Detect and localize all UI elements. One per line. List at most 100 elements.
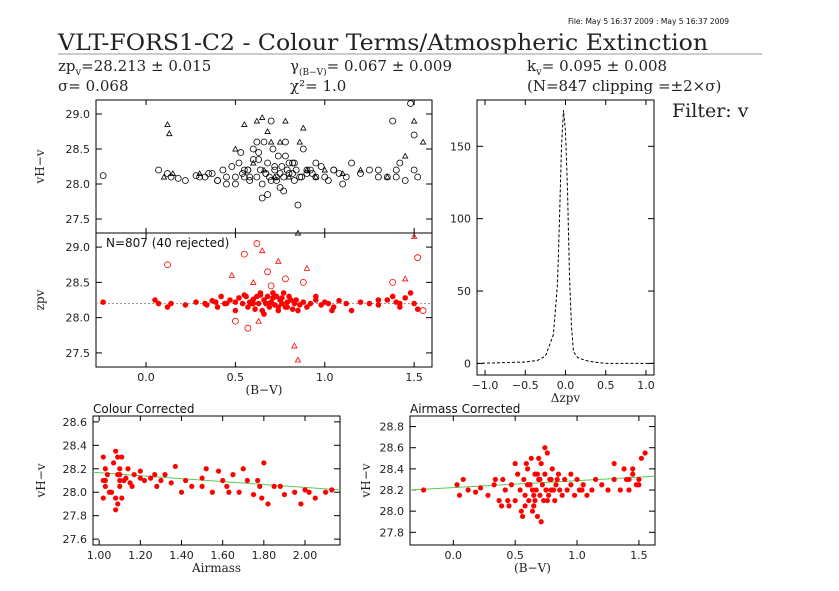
y-axis-label: zpv	[33, 289, 47, 310]
data-point-kept	[279, 295, 285, 301]
y-axis-label: vH−v	[33, 149, 47, 184]
data-point-circle	[335, 170, 343, 177]
x-tick-label: 1.0	[568, 549, 586, 562]
data-point	[148, 475, 154, 481]
data-point	[626, 476, 632, 483]
data-point	[102, 466, 108, 472]
data-point	[517, 487, 523, 493]
data-point	[113, 507, 119, 513]
data-point-kept	[221, 300, 228, 307]
data-point-rejected	[164, 261, 171, 269]
data-point-kept	[264, 293, 271, 300]
data-point-circle	[276, 170, 284, 177]
data-point	[515, 471, 521, 477]
data-point-circle	[290, 177, 298, 184]
x-tick-label: 1.00	[87, 549, 112, 562]
data-point-kept	[255, 300, 262, 307]
data-point-circle	[258, 194, 266, 202]
data-point	[259, 495, 265, 501]
plot-frame	[409, 415, 656, 546]
page-title: VLT-FORS1-C2 - Colour Terms/Atmospheric …	[57, 31, 708, 56]
x-tick-label: −1.0	[472, 379, 499, 392]
data-point-circle	[271, 166, 279, 174]
x-axis-label: (B−V)	[514, 561, 551, 575]
zp-sub: v	[75, 67, 82, 78]
data-point	[574, 476, 580, 483]
data-point	[548, 476, 554, 483]
data-point-kept	[280, 290, 287, 296]
data-point-kept	[304, 304, 310, 310]
data-point-triangle	[410, 117, 418, 124]
data-point-kept	[366, 300, 373, 307]
data-point	[559, 492, 565, 498]
data-point-kept	[348, 307, 355, 314]
data-point-circle	[274, 152, 282, 160]
data-point	[521, 476, 527, 483]
data-point-kept	[295, 307, 301, 314]
x-tick-label: 1.20	[128, 549, 153, 562]
data-point	[183, 477, 189, 484]
data-point-circle	[299, 145, 307, 153]
data-point-triangle	[401, 152, 409, 159]
data-point	[642, 450, 648, 456]
data-point-circle	[308, 170, 316, 177]
data-point	[281, 491, 288, 498]
x-tick-label: −0.5	[512, 379, 539, 392]
data-point-circle	[237, 149, 245, 156]
data-point	[528, 455, 534, 461]
data-point	[498, 503, 505, 509]
data-point-circle	[282, 138, 289, 146]
data-point-kept	[288, 297, 294, 303]
data-point-rejected	[240, 250, 248, 258]
data-point-circle	[196, 173, 204, 181]
data-point-triangle	[303, 166, 311, 173]
zp-value: =28.213 ± 0.015	[81, 57, 211, 75]
data-point-rejected	[419, 307, 427, 314]
x-tick-label: 0.0	[445, 549, 463, 562]
data-point	[312, 495, 318, 501]
data-point-circle	[396, 159, 404, 167]
data-point-triangle	[357, 166, 364, 173]
gamma-sub: (B−V)	[299, 67, 327, 78]
data-point-triangle	[253, 117, 261, 124]
data-point-kept	[232, 299, 239, 305]
data-point	[199, 483, 205, 489]
x-tick-label: 1.80	[252, 549, 277, 562]
data-point	[141, 477, 148, 484]
data-point	[292, 489, 298, 495]
data-point-circle	[99, 172, 107, 180]
y-tick-label: 28.6	[380, 442, 405, 455]
gamma-readout: γ(B−V)= 0.067 ± 0.009	[290, 57, 452, 78]
data-point-triangle	[241, 121, 248, 127]
data-point-circle	[317, 163, 325, 170]
y-tick-label: 100	[450, 213, 471, 226]
plot-title: Airmass Corrected	[410, 402, 520, 416]
data-point	[611, 460, 617, 467]
data-point-circle	[253, 173, 261, 181]
data-point-circle	[223, 180, 230, 188]
data-point-circle	[271, 163, 279, 170]
data-point	[189, 483, 195, 489]
data-point-circle	[278, 163, 286, 170]
data-point-circle	[232, 173, 239, 181]
data-point	[115, 454, 121, 460]
data-point-circle	[283, 166, 291, 174]
data-point-rejected	[303, 264, 311, 271]
data-point	[636, 476, 642, 483]
data-point-kept	[261, 311, 267, 317]
data-point-kept	[411, 300, 417, 307]
data-point-circle	[339, 180, 347, 188]
data-point-kept	[318, 302, 324, 308]
y-tick-label: 28.6	[63, 416, 88, 429]
data-point	[543, 487, 549, 493]
data-point-kept	[232, 307, 239, 314]
y-tick-label: 27.8	[63, 510, 88, 523]
data-point-kept	[300, 299, 307, 305]
data-point-circle	[164, 170, 171, 177]
data-point	[500, 476, 506, 483]
data-point-triangle	[260, 166, 268, 173]
y-tick-label: 28.8	[380, 421, 405, 434]
data-point	[605, 487, 611, 493]
data-point	[630, 471, 636, 477]
data-point	[226, 489, 232, 495]
